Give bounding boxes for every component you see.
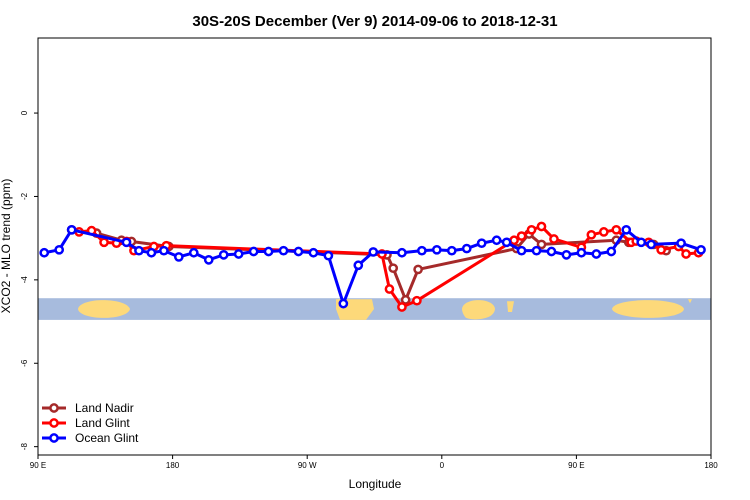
chart-title: 30S-20S December (Ver 9) 2014-09-06 to 2…: [192, 13, 557, 30]
ocean-glint-point: [476, 238, 487, 249]
ocean-glint-point: [461, 243, 472, 254]
land-glint-point: [526, 224, 537, 235]
x-tick-label: 180: [704, 461, 718, 470]
ocean-glint-point: [431, 244, 442, 255]
land-glint-point: [536, 221, 547, 232]
ocean-glint-point: [278, 245, 289, 256]
ocean-glint-point: [146, 247, 157, 258]
ocean-glint-point: [491, 235, 502, 246]
land-glint-point: [99, 237, 109, 248]
ocean-glint-point: [501, 237, 512, 248]
ocean-glint-point: [54, 244, 65, 255]
ocean-glint-point: [397, 247, 407, 258]
ocean-glint-point: [39, 247, 50, 258]
land-glint-point: [656, 244, 666, 255]
land-africa: [462, 300, 495, 320]
ocean-glint-point: [417, 245, 427, 256]
ocean-glint-point: [173, 252, 184, 262]
land-nadir-point: [536, 239, 547, 250]
land-nadir-line: [71, 228, 667, 302]
ocean-glint-point: [621, 224, 632, 235]
ocean-glint-point: [308, 247, 319, 258]
axis-ticks: 90 E 180 90 W 0 90 E 180 0 -2 -4 -6 -8: [20, 110, 718, 470]
ocean-glint-point: [676, 238, 686, 249]
land-australia: [78, 300, 130, 318]
ocean-glint-point: [323, 250, 334, 261]
land-glint-point: [397, 302, 407, 312]
ocean-band: [38, 298, 711, 320]
land-glint-point: [509, 235, 519, 246]
series-layer: [39, 221, 706, 312]
ocean-glint-point: [591, 249, 602, 259]
ocean-glint-point: [121, 237, 132, 248]
ocean-glint-point: [646, 239, 657, 250]
y-tick-label: -4: [20, 276, 29, 284]
ocean-glint-point: [546, 246, 557, 257]
y-tick-label: 0: [20, 110, 29, 115]
plot-frame: [37, 37, 712, 456]
land-glint-point: [598, 227, 609, 237]
land-nadir-point: [400, 295, 411, 305]
land-glint-point: [384, 284, 395, 294]
ocean-glint-point: [696, 244, 706, 255]
ocean-glint-point: [248, 246, 259, 257]
ocean-glint-point: [606, 246, 617, 257]
ocean-glint-point: [134, 245, 144, 256]
y-axis-label: XCO2 - MLO trend (ppm): [0, 179, 13, 314]
ocean-glint-point: [159, 245, 169, 256]
land-glint-point: [516, 231, 527, 241]
ocean-glint-point: [368, 247, 379, 257]
land-nadir-point: [413, 264, 423, 275]
x-tick-label: 90 W: [298, 461, 317, 470]
series-land-nadir: [66, 224, 671, 305]
y-tick-label: -8: [20, 443, 29, 451]
y-tick-label: -2: [20, 192, 29, 200]
ocean-glint-point: [218, 249, 229, 260]
ocean-glint-point: [188, 247, 199, 258]
ocean-glint-point: [531, 245, 542, 256]
x-tick-label: 90 E: [568, 461, 584, 470]
ocean-glint-point: [576, 247, 587, 258]
land-new-zealand: [688, 299, 692, 304]
land-glint-point: [412, 295, 422, 306]
ocean-glint-point: [66, 224, 77, 235]
ocean-glint-point: [203, 254, 214, 265]
ocean-glint-point: [338, 298, 349, 309]
ocean-glint-point: [446, 245, 457, 256]
land-australia-east: [612, 300, 684, 318]
land-glint-point: [586, 229, 597, 240]
x-tick-label: 180: [166, 461, 180, 470]
y-tick-label: -6: [20, 359, 29, 367]
ocean-glint-point: [263, 246, 274, 257]
land-glint-point: [611, 224, 622, 235]
land-nadir-point: [388, 263, 399, 274]
series-ocean-glint: [39, 224, 706, 309]
ocean-glint-point: [636, 237, 647, 248]
legend-ocean-glint-marker: [49, 433, 59, 443]
legend-land-glint-label: Land Glint: [75, 416, 130, 430]
ocean-glint-point: [561, 249, 572, 260]
ocean-glint-point: [353, 260, 364, 271]
legend-ocean-glint-label: Ocean Glint: [75, 431, 139, 445]
map-band: [38, 298, 711, 320]
ocean-glint-point: [293, 246, 304, 257]
x-tick-label: 90 E: [30, 461, 46, 470]
x-tick-label: 0: [440, 461, 445, 470]
ocean-glint-point: [233, 249, 244, 259]
land-madagascar: [507, 301, 514, 313]
legend-land-nadir-marker: [49, 403, 59, 413]
land-glint-point: [549, 234, 559, 244]
legend-land-nadir-label: Land Nadir: [75, 401, 134, 415]
ocean-glint-point: [516, 245, 527, 256]
x-axis-label: Longitude: [349, 477, 402, 491]
land-glint-point: [681, 249, 691, 259]
legend-land-glint-marker: [49, 418, 59, 428]
